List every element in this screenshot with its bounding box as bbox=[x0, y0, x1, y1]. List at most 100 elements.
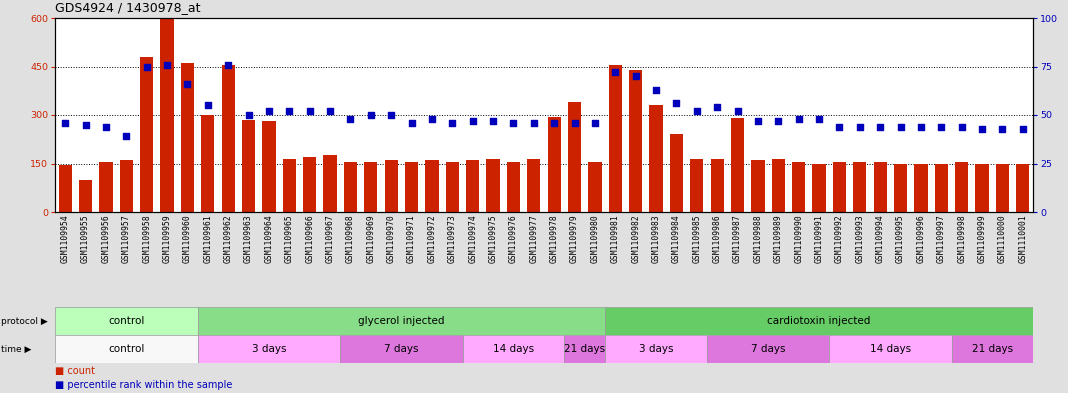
Text: GSM1109999: GSM1109999 bbox=[977, 214, 987, 263]
Bar bbox=[751, 160, 765, 212]
Text: GSM1109976: GSM1109976 bbox=[509, 214, 518, 263]
Point bbox=[750, 118, 767, 124]
Text: GSM1109971: GSM1109971 bbox=[407, 214, 417, 263]
Point bbox=[382, 112, 399, 118]
Point bbox=[465, 118, 482, 124]
Text: GSM1109996: GSM1109996 bbox=[916, 214, 926, 263]
Bar bbox=[707, 335, 829, 363]
Bar bbox=[772, 159, 785, 212]
Bar bbox=[466, 160, 480, 212]
Text: GSM1109966: GSM1109966 bbox=[305, 214, 314, 263]
Text: GSM1109990: GSM1109990 bbox=[795, 214, 803, 263]
Text: GSM1109970: GSM1109970 bbox=[387, 214, 395, 263]
Text: 7 days: 7 days bbox=[751, 344, 785, 354]
Point bbox=[444, 119, 461, 126]
Bar bbox=[528, 159, 540, 212]
Bar bbox=[54, 335, 198, 363]
Bar bbox=[364, 162, 377, 212]
Bar bbox=[263, 121, 276, 212]
Text: 14 days: 14 days bbox=[869, 344, 911, 354]
Bar bbox=[242, 120, 255, 212]
Bar bbox=[1016, 163, 1030, 212]
Text: GSM1109983: GSM1109983 bbox=[651, 214, 661, 263]
Text: GSM1109961: GSM1109961 bbox=[203, 214, 213, 263]
Point bbox=[668, 100, 685, 107]
Text: GSM1109963: GSM1109963 bbox=[245, 214, 253, 263]
Point bbox=[362, 112, 379, 118]
Point bbox=[586, 119, 603, 126]
Text: GSM1109960: GSM1109960 bbox=[183, 214, 192, 263]
Point bbox=[117, 133, 135, 140]
Text: 14 days: 14 days bbox=[492, 344, 534, 354]
Bar bbox=[588, 162, 601, 212]
Text: GSM1109994: GSM1109994 bbox=[876, 214, 884, 263]
Point bbox=[892, 123, 909, 130]
Point bbox=[994, 125, 1011, 132]
Point bbox=[974, 125, 991, 132]
Point bbox=[953, 123, 970, 130]
Text: GSM1109974: GSM1109974 bbox=[468, 214, 477, 263]
Text: GSM1109964: GSM1109964 bbox=[265, 214, 273, 263]
Bar bbox=[59, 165, 72, 212]
Text: GSM1109965: GSM1109965 bbox=[285, 214, 294, 263]
Text: GSM1109975: GSM1109975 bbox=[488, 214, 498, 263]
Text: glycerol injected: glycerol injected bbox=[358, 316, 444, 326]
Text: GSM1109956: GSM1109956 bbox=[101, 214, 110, 263]
Point bbox=[342, 116, 359, 122]
Text: GSM1109978: GSM1109978 bbox=[550, 214, 559, 263]
Bar bbox=[324, 155, 336, 212]
Bar bbox=[690, 159, 704, 212]
Bar bbox=[874, 162, 886, 212]
Point bbox=[423, 116, 440, 122]
Point bbox=[647, 86, 664, 93]
Text: GSM1109997: GSM1109997 bbox=[937, 214, 946, 263]
Bar bbox=[670, 134, 684, 212]
Text: GSM1109995: GSM1109995 bbox=[896, 214, 905, 263]
Bar bbox=[606, 307, 1033, 335]
Bar bbox=[710, 159, 724, 212]
Bar bbox=[486, 159, 500, 212]
Bar bbox=[54, 307, 198, 335]
Point bbox=[525, 119, 543, 126]
Text: 21 days: 21 days bbox=[564, 344, 606, 354]
Text: GSM1109988: GSM1109988 bbox=[753, 214, 763, 263]
Bar bbox=[507, 162, 520, 212]
Point bbox=[200, 102, 217, 108]
Text: GSM1110001: GSM1110001 bbox=[1018, 214, 1027, 263]
Text: GSM1109987: GSM1109987 bbox=[733, 214, 742, 263]
Text: protocol ▶: protocol ▶ bbox=[1, 316, 48, 325]
Bar bbox=[995, 163, 1009, 212]
Bar bbox=[462, 335, 564, 363]
Bar bbox=[99, 162, 112, 212]
Bar bbox=[853, 162, 866, 212]
Text: GSM1109982: GSM1109982 bbox=[631, 214, 640, 263]
Point bbox=[301, 108, 318, 114]
Text: ■ percentile rank within the sample: ■ percentile rank within the sample bbox=[54, 380, 233, 389]
Text: GSM1109981: GSM1109981 bbox=[611, 214, 619, 263]
Bar bbox=[201, 115, 215, 212]
Point bbox=[770, 118, 787, 124]
Point bbox=[932, 123, 949, 130]
Point bbox=[811, 116, 828, 122]
Point bbox=[871, 123, 889, 130]
Text: GSM1109954: GSM1109954 bbox=[61, 214, 69, 263]
Bar bbox=[303, 157, 316, 212]
Bar bbox=[79, 180, 92, 212]
Bar bbox=[384, 160, 397, 212]
Point bbox=[261, 108, 278, 114]
Point bbox=[77, 121, 94, 128]
Point bbox=[485, 118, 502, 124]
Point bbox=[138, 63, 155, 70]
Point bbox=[790, 116, 807, 122]
Text: GSM1109989: GSM1109989 bbox=[774, 214, 783, 263]
Point bbox=[709, 104, 726, 110]
Bar bbox=[629, 70, 642, 212]
Text: GSM1109993: GSM1109993 bbox=[855, 214, 864, 263]
Bar bbox=[833, 162, 846, 212]
Text: GDS4924 / 1430978_at: GDS4924 / 1430978_at bbox=[54, 1, 201, 14]
Bar bbox=[975, 163, 989, 212]
Point bbox=[179, 81, 197, 87]
Text: GSM1109991: GSM1109991 bbox=[815, 214, 823, 263]
Bar bbox=[198, 335, 341, 363]
Text: GSM1109969: GSM1109969 bbox=[366, 214, 375, 263]
